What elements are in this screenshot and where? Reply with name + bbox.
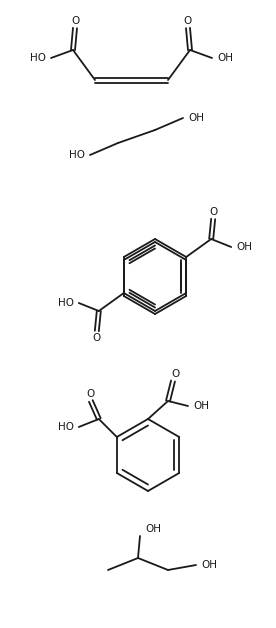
Text: OH: OH	[145, 524, 161, 534]
Text: O: O	[93, 333, 101, 343]
Text: OH: OH	[201, 560, 217, 570]
Text: O: O	[71, 16, 79, 26]
Text: HO: HO	[30, 53, 46, 63]
Text: HO: HO	[58, 422, 74, 432]
Text: O: O	[209, 207, 217, 217]
Text: OH: OH	[236, 242, 252, 252]
Text: HO: HO	[58, 298, 74, 308]
Text: O: O	[87, 389, 95, 399]
Text: O: O	[171, 369, 179, 379]
Text: O: O	[184, 16, 192, 26]
Text: OH: OH	[188, 113, 204, 123]
Text: OH: OH	[193, 401, 209, 411]
Text: OH: OH	[217, 53, 233, 63]
Text: HO: HO	[69, 150, 85, 160]
